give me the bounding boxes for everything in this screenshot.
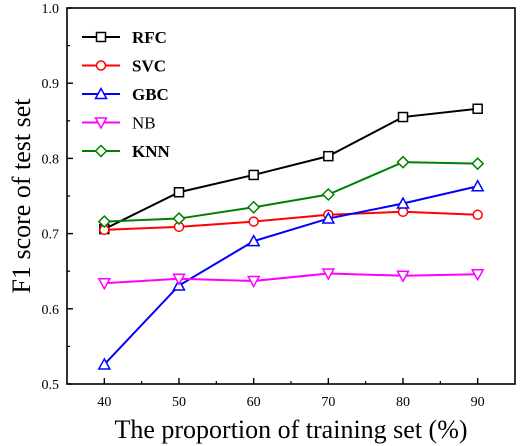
legend-marker-knn bbox=[94, 144, 108, 158]
series-line-nb bbox=[104, 272, 478, 285]
y-tick-label: 0.8 bbox=[42, 152, 60, 167]
y-axis-title: F1 score of test set bbox=[7, 98, 36, 294]
series-rfc bbox=[99, 103, 483, 235]
legend-item-rfc: RFC bbox=[82, 28, 167, 47]
series-line-rfc bbox=[103, 107, 478, 230]
y-tick-label: 0.6 bbox=[42, 303, 60, 318]
legend-marker-svc bbox=[95, 60, 107, 71]
data-point-gbc bbox=[396, 196, 410, 209]
series-line-svc bbox=[104, 210, 478, 231]
legend-item-nb: NB bbox=[82, 114, 156, 133]
data-point-nb bbox=[321, 268, 336, 281]
data-point-knn bbox=[321, 187, 335, 202]
series-layer bbox=[97, 103, 485, 370]
y-tick-label: 0.9 bbox=[42, 77, 60, 92]
series-nb bbox=[97, 268, 485, 291]
data-point-nb bbox=[97, 277, 112, 291]
legend-marker-gbc bbox=[94, 86, 108, 100]
data-point-knn bbox=[172, 211, 186, 226]
y-tick-label: 1.0 bbox=[42, 2, 60, 17]
series-line-gbc bbox=[103, 185, 478, 366]
data-point-svc bbox=[472, 209, 483, 221]
y-axis: 0.5 0.6 0.7 0.8 0.9 1.0 bbox=[42, 2, 73, 393]
y-tick-label: 0.5 bbox=[42, 378, 60, 393]
data-point-gbc bbox=[246, 234, 261, 247]
x-tick-label: 40 bbox=[97, 395, 111, 410]
data-point-rfc bbox=[472, 103, 483, 115]
data-point-knn bbox=[471, 157, 485, 171]
series-knn bbox=[97, 155, 485, 229]
data-point-knn bbox=[97, 215, 111, 229]
legend-item-svc: SVC bbox=[82, 57, 166, 76]
legend-label-rfc: RFC bbox=[132, 28, 167, 47]
x-tick-label: 50 bbox=[172, 395, 186, 410]
legend-item-gbc: GBC bbox=[82, 85, 169, 104]
data-point-gbc bbox=[97, 357, 112, 370]
x-tick-label: 80 bbox=[396, 395, 410, 410]
x-tick-label: 60 bbox=[247, 395, 261, 410]
series-line-knn bbox=[104, 161, 478, 223]
data-point-knn bbox=[396, 155, 410, 169]
x-axis: 40 50 60 70 80 90 bbox=[97, 378, 485, 410]
data-point-rfc bbox=[323, 150, 334, 162]
data-point-rfc bbox=[173, 186, 185, 198]
data-point-nb bbox=[246, 275, 261, 289]
y-tick-label: 0.7 bbox=[42, 228, 60, 243]
data-point-gbc bbox=[470, 179, 485, 192]
legend-marker-rfc bbox=[95, 31, 107, 43]
legend: RFC SVC GBC NB KNN bbox=[82, 28, 171, 161]
legend-label-nb: NB bbox=[132, 114, 156, 133]
legend-item-knn: KNN bbox=[82, 142, 171, 161]
data-point-nb bbox=[172, 273, 186, 286]
data-point-svc bbox=[248, 216, 259, 227]
x-axis-title: The proportion of training set (%) bbox=[114, 415, 467, 444]
x-tick-label: 70 bbox=[321, 395, 335, 410]
data-point-knn bbox=[247, 200, 261, 214]
legend-label-knn: KNN bbox=[132, 142, 171, 161]
legend-marker-nb bbox=[94, 117, 108, 130]
data-point-rfc bbox=[248, 169, 259, 181]
legend-label-svc: SVC bbox=[132, 57, 166, 76]
data-point-rfc bbox=[397, 111, 409, 123]
series-gbc bbox=[97, 179, 485, 370]
data-point-nb bbox=[470, 268, 485, 282]
data-point-nb bbox=[396, 270, 410, 283]
legend-label-gbc: GBC bbox=[132, 85, 169, 104]
x-tick-label: 90 bbox=[471, 395, 485, 410]
data-point-gbc bbox=[321, 211, 336, 224]
